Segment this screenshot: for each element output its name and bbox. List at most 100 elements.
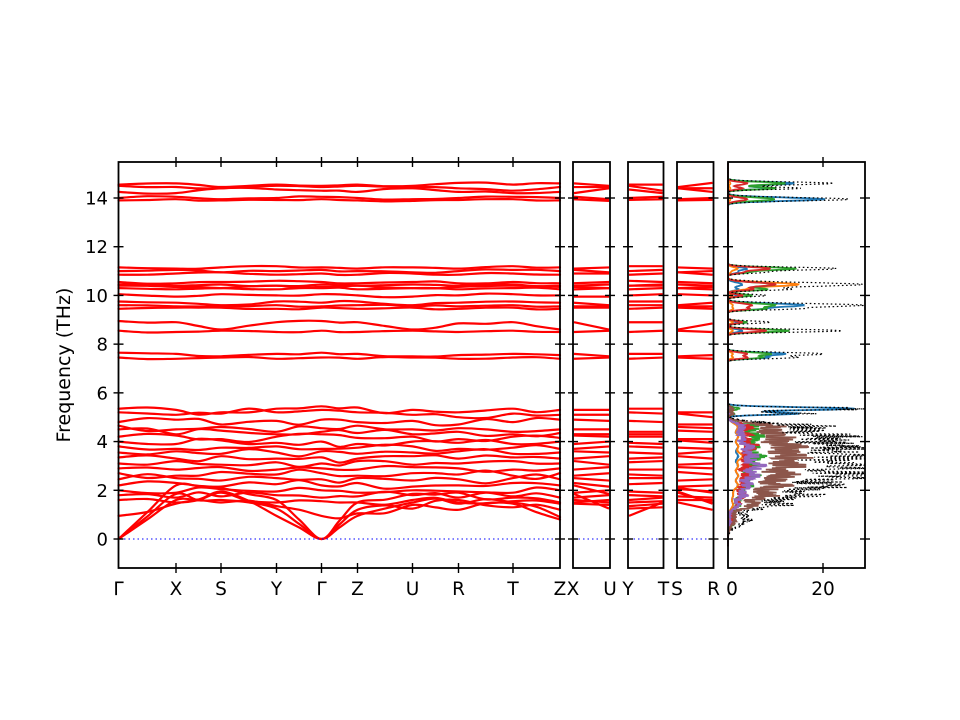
- mini-band-line: [573, 481, 610, 488]
- band-line: [117, 479, 562, 490]
- mini-band-line: [677, 501, 713, 511]
- mini-band-line: [628, 481, 663, 486]
- mini-band-line: [628, 195, 663, 200]
- mini-band-line: [573, 195, 610, 201]
- band-line: [117, 351, 562, 358]
- band-line: [117, 195, 562, 201]
- mini-band-line: [677, 495, 713, 499]
- k-point-label: S: [671, 579, 683, 600]
- dos-curves-group: [726, 162, 866, 547]
- mini-band-line: [677, 412, 713, 419]
- mini-band-line: [573, 321, 610, 331]
- mini-band-line: [573, 268, 610, 274]
- mini-band-line: [677, 329, 713, 334]
- mini-band-line: [677, 487, 713, 493]
- band-lines-group: [117, 181, 713, 541]
- mini-band-line: [628, 306, 663, 310]
- k-point-label: Z: [554, 579, 567, 600]
- mini-band-line: [628, 272, 663, 276]
- mini-band-line: [573, 455, 610, 460]
- mini-band-line: [628, 293, 663, 297]
- mini-band-line: [573, 301, 610, 307]
- band-line: [117, 268, 562, 274]
- band-line: [117, 459, 562, 469]
- k-point-label: T: [657, 579, 670, 600]
- mini-band-line: [677, 462, 713, 466]
- mini-band-line: [628, 411, 663, 415]
- mini-band-line: [628, 441, 663, 446]
- band-line: [117, 468, 562, 481]
- k-point-label: Z: [351, 579, 364, 600]
- mini-band-line: [677, 196, 713, 201]
- dos-axis-tick-label: 0: [726, 579, 738, 600]
- mini-band-line: [628, 490, 663, 494]
- axes-group: [113, 157, 870, 573]
- mini-band-line: [573, 502, 610, 506]
- mini-band-line: [677, 181, 713, 189]
- mini-band-line: [573, 434, 610, 438]
- mini-band-line: [628, 419, 663, 424]
- band-line: [117, 407, 562, 420]
- mini-band-line: [573, 182, 610, 187]
- mini-band-line: [628, 496, 663, 502]
- mini-band-line: [573, 489, 610, 494]
- band-line: [117, 424, 562, 433]
- mini-band-line: [677, 450, 713, 455]
- mini-band-line: [628, 500, 663, 504]
- mini-band-line: [628, 473, 663, 477]
- band-line: [117, 432, 562, 444]
- mini-band-line: [628, 188, 663, 195]
- mini-band-line: [573, 198, 610, 203]
- mini-band-line: [573, 477, 610, 482]
- y-axis-tick-label: 8: [97, 335, 108, 356]
- band-line: [117, 405, 562, 416]
- y-axis-tick-label: 14: [85, 189, 108, 210]
- band-line: [117, 279, 562, 285]
- band-line: [117, 473, 562, 485]
- mini-band-line: [628, 268, 663, 273]
- y-axis-tick-label: 12: [85, 237, 108, 258]
- mini-band-line: [573, 484, 610, 496]
- band-line: [117, 306, 562, 311]
- mini-band-line: [677, 455, 713, 460]
- mini-band-line: [628, 494, 663, 498]
- mini-band-line: [628, 198, 663, 202]
- mini-band-line: [677, 283, 713, 287]
- mini-band-line: [677, 293, 713, 297]
- mini-band-line: [628, 287, 663, 291]
- mini-band-line: [677, 269, 713, 274]
- k-point-label: R: [707, 579, 720, 600]
- band-line: [117, 355, 562, 361]
- mini-panel-YT-frame: [627, 161, 665, 569]
- mini-band-line: [677, 322, 713, 331]
- mini-band-line: [573, 459, 610, 466]
- mini-band-line: [677, 466, 713, 470]
- mini-band-line: [677, 356, 713, 360]
- mini-band-line: [677, 484, 713, 488]
- mini-band-line: [677, 429, 713, 433]
- band-line: [117, 329, 562, 334]
- k-point-label: R: [452, 579, 465, 600]
- mini-band-line: [628, 445, 663, 449]
- mini-band-line: [628, 506, 663, 510]
- k-point-label: X: [170, 579, 183, 600]
- mini-band-line: [628, 456, 663, 460]
- k-point-label: T: [506, 579, 519, 600]
- mini-band-line: [677, 285, 713, 290]
- band-line: [117, 416, 562, 427]
- mini-band-line: [677, 446, 713, 450]
- band-line: [117, 271, 562, 277]
- mini-band-line: [628, 356, 663, 360]
- mini-band-line: [573, 187, 610, 195]
- band-line: [117, 292, 562, 299]
- mini-band-line: [573, 329, 610, 334]
- mini-panel-SR-frame: [676, 161, 715, 569]
- band-line: [117, 491, 562, 506]
- mini-band-line: [573, 445, 610, 450]
- mini-band-line: [628, 184, 663, 192]
- band-line: [117, 284, 562, 290]
- band-line: [117, 454, 562, 464]
